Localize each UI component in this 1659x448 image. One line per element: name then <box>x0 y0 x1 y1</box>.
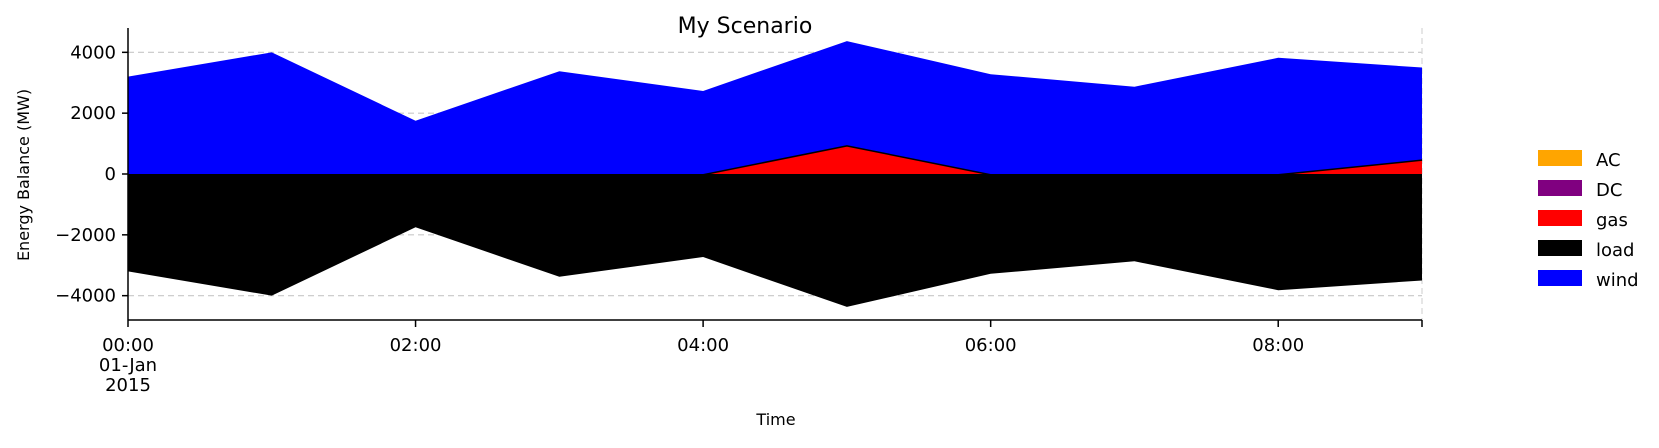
area-layer <box>128 41 1423 307</box>
y-tick-label-1: −2000 <box>55 225 116 246</box>
legend-swatch-load <box>1538 240 1582 256</box>
chart-title: My Scenario <box>678 14 813 39</box>
legend-label-AC: AC <box>1596 150 1621 171</box>
x-tick-label-3: 06:00 <box>965 335 1017 356</box>
y-tick-label-2: 0 <box>105 164 116 185</box>
area-wind <box>128 41 1422 174</box>
legend-label-gas: gas <box>1596 210 1628 231</box>
y-axis-label: Energy Balance (MW) <box>14 89 33 261</box>
area-load <box>128 174 1422 307</box>
legend-label-load: load <box>1596 240 1634 261</box>
legend-label-DC: DC <box>1596 180 1622 201</box>
x-axis-label: Time <box>755 410 795 429</box>
legend-swatch-gas <box>1538 210 1582 226</box>
x-tick-label-4: 08:00 <box>1252 335 1304 356</box>
legend: AC DC gas load wind <box>1538 150 1639 291</box>
legend-swatch-AC <box>1538 150 1582 166</box>
y-tick-label-0: −4000 <box>55 286 116 307</box>
legend-swatch-DC <box>1538 180 1582 196</box>
axes-layer: −4000 −2000 0 2000 4000 00:00 01-Jan 2015 02:00 0… <box>55 28 1423 396</box>
y-tick-label-3: 2000 <box>70 103 116 124</box>
x-tick-label-0: 00:00 01-Jan 2015 <box>99 335 157 396</box>
y-tick-label-4: 4000 <box>70 42 116 63</box>
legend-swatch-wind <box>1538 270 1582 286</box>
x-tick-label-2: 04:00 <box>677 335 729 356</box>
legend-label-wind: wind <box>1596 270 1639 291</box>
x-tick-label-1: 02:00 <box>390 335 442 356</box>
